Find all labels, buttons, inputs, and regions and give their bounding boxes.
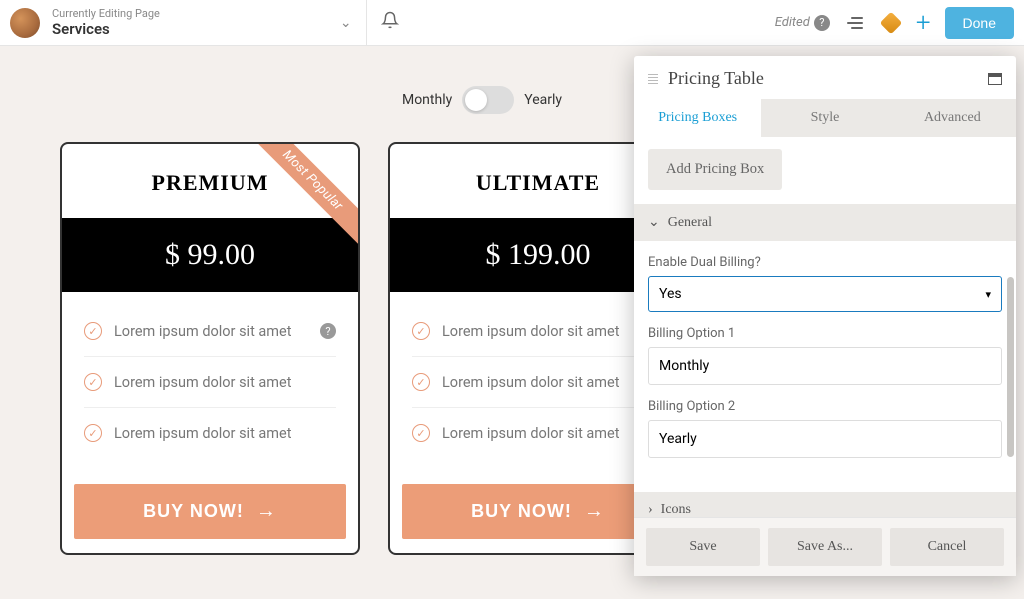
toggle-label-left: Monthly: [402, 92, 452, 108]
page-title: Services: [52, 20, 160, 38]
panel-header[interactable]: Pricing Table: [634, 56, 1016, 99]
edited-status: Edited ?: [775, 15, 830, 31]
feature-item: Lorem ipsum dolor sit amet: [84, 357, 336, 408]
tab-style[interactable]: Style: [761, 99, 888, 137]
outline-icon[interactable]: [844, 12, 866, 34]
page-dropdown-chevron-icon[interactable]: ⌄: [340, 15, 352, 31]
cancel-button[interactable]: Cancel: [890, 528, 1004, 566]
billing-option-1-input[interactable]: [648, 347, 1002, 385]
feature-text: Lorem ipsum dolor sit amet: [114, 374, 291, 391]
save-button[interactable]: Save: [646, 528, 760, 566]
topbar-actions: Edited ? + Done: [775, 7, 1014, 39]
check-icon: [84, 322, 102, 340]
tab-advanced[interactable]: Advanced: [889, 99, 1016, 137]
arrow-right-icon: →: [256, 500, 277, 523]
panel-title: Pricing Table: [668, 68, 764, 89]
field-label: Enable Dual Billing?: [648, 255, 1002, 270]
arrow-right-icon: →: [584, 500, 605, 523]
chevron-down-icon: ⌄: [648, 214, 660, 231]
feature-text: Lorem ipsum dolor sit amet: [442, 374, 619, 391]
scrollbar[interactable]: [1007, 277, 1014, 457]
enable-dual-select[interactable]: Yes ▾: [648, 276, 1002, 312]
feature-list: Lorem ipsum dolor sit amet ? Lorem ipsum…: [62, 292, 358, 466]
section-general-body: Enable Dual Billing? Yes ▾ Billing Optio…: [648, 241, 1002, 478]
buy-label: BUY NOW!: [471, 501, 572, 522]
field-label: Billing Option 1: [648, 326, 1002, 341]
add-pricing-box-button[interactable]: Add Pricing Box: [648, 149, 782, 190]
modules-icon[interactable]: [880, 12, 902, 34]
section-icons[interactable]: › Icons: [634, 492, 1016, 517]
panel-tabs: Pricing Boxes Style Advanced: [634, 99, 1016, 137]
section-general[interactable]: ⌄ General: [634, 204, 1016, 241]
feature-item: Lorem ipsum dolor sit amet: [84, 408, 336, 458]
feature-item: Lorem ipsum dolor sit amet: [412, 408, 664, 458]
pricing-card-premium[interactable]: Most Popular PREMIUM $ 99.00 Lorem ipsum…: [60, 142, 360, 555]
buy-label: BUY NOW!: [143, 501, 244, 522]
section-label: General: [668, 215, 712, 231]
feature-text: Lorem ipsum dolor sit amet: [442, 425, 619, 442]
panel-footer: Save Save As... Cancel: [634, 517, 1016, 576]
edited-label: Edited: [775, 15, 810, 30]
section-label: Icons: [661, 502, 691, 517]
check-icon: [84, 424, 102, 442]
switch-knob: [465, 89, 487, 111]
chevron-right-icon: ›: [648, 502, 653, 517]
check-icon: [412, 424, 430, 442]
help-icon[interactable]: ?: [814, 15, 830, 31]
save-as-button[interactable]: Save As...: [768, 528, 882, 566]
select-value: Yes: [659, 286, 682, 302]
feature-text: Lorem ipsum dolor sit amet: [114, 425, 291, 442]
feature-item: Lorem ipsum dolor sit amet ?: [84, 306, 336, 357]
notifications-icon[interactable]: [381, 11, 399, 34]
panel-body: Add Pricing Box ⌄ General Enable Dual Bi…: [634, 137, 1016, 517]
billing-option-2-input[interactable]: [648, 420, 1002, 458]
drag-handle-icon[interactable]: [648, 74, 658, 84]
beaver-logo-icon: [10, 8, 40, 38]
check-icon: [412, 322, 430, 340]
editing-context-label: Currently Editing Page: [52, 7, 160, 20]
divider: [366, 0, 367, 46]
billing-switch[interactable]: [462, 86, 514, 114]
feature-item: Lorem ipsum dolor sit amet: [412, 306, 664, 357]
maximize-icon[interactable]: [988, 73, 1002, 85]
page-info[interactable]: Currently Editing Page Services: [52, 7, 160, 38]
buy-button[interactable]: BUY NOW! →: [74, 484, 346, 539]
toggle-label-right: Yearly: [524, 92, 562, 108]
price: $ 99.00: [62, 218, 358, 292]
feature-text: Lorem ipsum dolor sit amet: [442, 323, 619, 340]
done-button[interactable]: Done: [945, 7, 1014, 39]
feature-text: Lorem ipsum dolor sit amet: [114, 323, 291, 340]
settings-panel: Pricing Table Pricing Boxes Style Advanc…: [634, 56, 1016, 576]
feature-item: Lorem ipsum dolor sit amet: [412, 357, 664, 408]
topbar: Currently Editing Page Services ⌄ Edited…: [0, 0, 1024, 46]
add-content-button[interactable]: +: [916, 8, 931, 38]
tab-pricing-boxes[interactable]: Pricing Boxes: [634, 99, 761, 137]
field-label: Billing Option 2: [648, 399, 1002, 414]
check-icon: [412, 373, 430, 391]
chevron-down-icon: ▾: [985, 288, 991, 301]
help-icon[interactable]: ?: [320, 323, 336, 339]
check-icon: [84, 373, 102, 391]
